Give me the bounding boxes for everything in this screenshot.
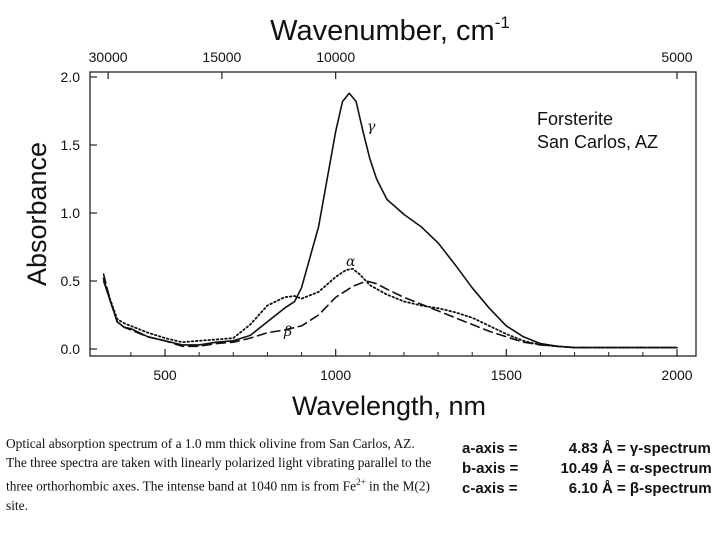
axis-legend-row-b: b-axis = 10.49 Å = α-spectrum — [462, 460, 718, 480]
figure-caption: Optical absorption spectrum of a 1.0 mm … — [6, 434, 438, 515]
top-tick-label: 30000 — [89, 49, 128, 65]
x-tick-label: 1500 — [491, 367, 522, 383]
caption-text: Optical absorption spectrum of a 1.0 mm … — [6, 436, 432, 494]
caption-superscript: 2+ — [356, 476, 366, 487]
y-tick-label: 1.0 — [61, 205, 81, 221]
axis-legend: a-axis = 4.83 Å = γ-spectrum b-axis = 10.49… — [462, 440, 718, 500]
absorption-chart: Wavenumber, cm-1 Absorbance Wavelength, … — [22, 13, 697, 421]
axis-name: a-axis = — [462, 440, 518, 457]
beta-curve-label: β — [283, 324, 292, 340]
axis-legend-row-c: c-axis = 6.10 Å = β-spectrum — [462, 480, 718, 500]
y-tick-label: 1.5 — [61, 137, 81, 153]
axis-name: c-axis = — [462, 480, 518, 497]
x-axis-label: Wavelength, nm — [292, 391, 486, 421]
y-tick-label: 0.5 — [61, 273, 81, 289]
axis-spectrum: Å = β-spectrum — [602, 480, 712, 497]
alpha-curve-label: α — [346, 254, 356, 270]
plot-frame — [89, 71, 697, 357]
x-tick-label: 2000 — [661, 367, 692, 383]
y-tick-label: 2.0 — [61, 69, 81, 85]
sample-label-line1: Forsterite — [537, 109, 613, 129]
series-line-dashed — [102, 273, 678, 349]
axis-spectrum: Å = γ-spectrum — [602, 440, 711, 457]
axis-length: 10.49 — [560, 460, 598, 477]
axis-name: b-axis = — [462, 460, 519, 477]
sample-label-line2: San Carlos, AZ — [537, 132, 658, 152]
axis-legend-row-a: a-axis = 4.83 Å = γ-spectrum — [462, 440, 718, 460]
x-tick-label: 1000 — [320, 367, 351, 383]
top-tick-label: 5000 — [661, 49, 692, 65]
x-tick-label: 500 — [153, 367, 177, 383]
top-tick-label: 10000 — [316, 49, 355, 65]
axis-length: 6.10 — [568, 480, 598, 497]
series-line-dotted — [102, 267, 678, 349]
top-tick-label: 15000 — [202, 49, 241, 65]
axis-length: 4.83 — [568, 440, 598, 457]
axis-spectrum: Å = α-spectrum — [602, 460, 712, 477]
caption-text-end: in the M(2) site. — [6, 478, 430, 513]
gamma-curve-label: γ — [367, 119, 376, 135]
y-tick-label: 0.0 — [61, 341, 81, 357]
chart-title: Wavenumber, cm-1 — [270, 13, 510, 47]
y-axis-label: Absorbance — [22, 142, 52, 286]
